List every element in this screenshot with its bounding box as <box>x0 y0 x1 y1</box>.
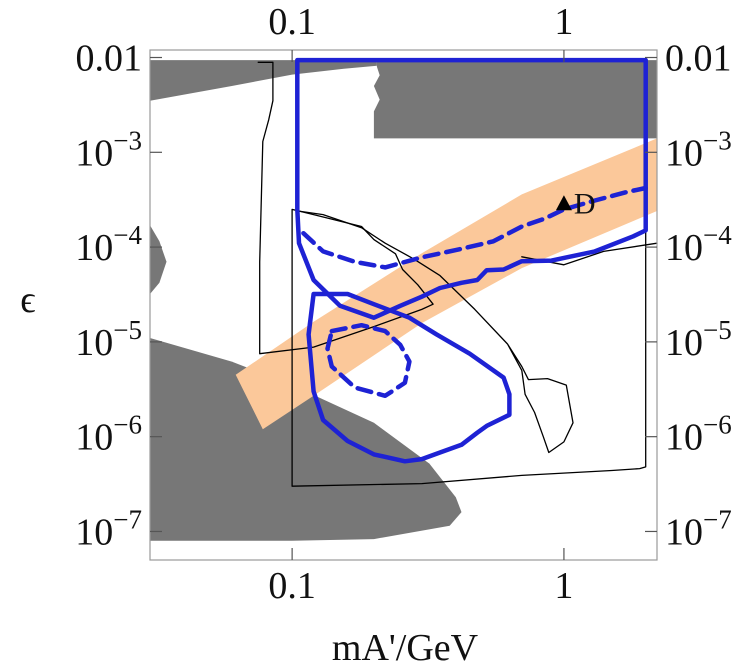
y-tick-label-left: 10−7 <box>75 504 142 553</box>
x-axis-label: mA'/GeV <box>332 627 479 669</box>
y-axis-label: ϵ <box>20 279 35 321</box>
y-tick-label-left: 10−5 <box>75 315 142 364</box>
x-tick-label-top: 1 <box>554 1 573 43</box>
region-excluded-top-right <box>373 60 657 139</box>
curve-thin-outer <box>297 210 574 454</box>
plot-frame <box>149 49 658 561</box>
annotation-marker <box>555 195 572 211</box>
curve-reach-solid-inner <box>306 291 512 464</box>
curve-reach-dashed-inner <box>325 322 412 399</box>
x-tick-label-bottom: 0.1 <box>268 565 316 607</box>
y-tick-label-left: 10−3 <box>75 125 142 174</box>
x-tick-label-bottom: 1 <box>554 565 573 607</box>
region-excluded-left-bump <box>150 225 167 294</box>
y-tick-label-right: 10−5 <box>665 315 732 364</box>
y-tick-label-left: 10−4 <box>75 220 142 269</box>
curve-reach-dashed-upper <box>301 185 648 270</box>
y-tick-label-left: 0.01 <box>76 38 143 80</box>
y-tick-label-right: 0.01 <box>665 38 732 80</box>
y-tick-label-right: 10−3 <box>665 125 732 174</box>
regions-layer <box>150 60 657 541</box>
x-tick-label-top: 0.1 <box>268 1 316 43</box>
y-tick-label-right: 10−4 <box>665 220 732 269</box>
region-excluded-bottom <box>150 338 462 541</box>
annotations-layer: D <box>555 187 596 220</box>
curve-thin-box-left <box>257 61 647 487</box>
annotation-label: D <box>574 187 596 220</box>
region-preferred-band <box>235 138 657 430</box>
y-tick-label-right: 10−7 <box>665 504 732 553</box>
ticks-layer: 0.1 0.1 1 1 0.01 0.01 10−3 10−3 10−4 10−4 10−5 10−5… <box>75 1 732 607</box>
region-excluded-top-left <box>150 60 377 101</box>
curves-layer <box>257 57 658 487</box>
y-tick-label-left: 10−6 <box>75 410 142 459</box>
y-tick-label-right: 10−6 <box>665 410 732 459</box>
curve-reach-solid-large <box>295 57 648 320</box>
